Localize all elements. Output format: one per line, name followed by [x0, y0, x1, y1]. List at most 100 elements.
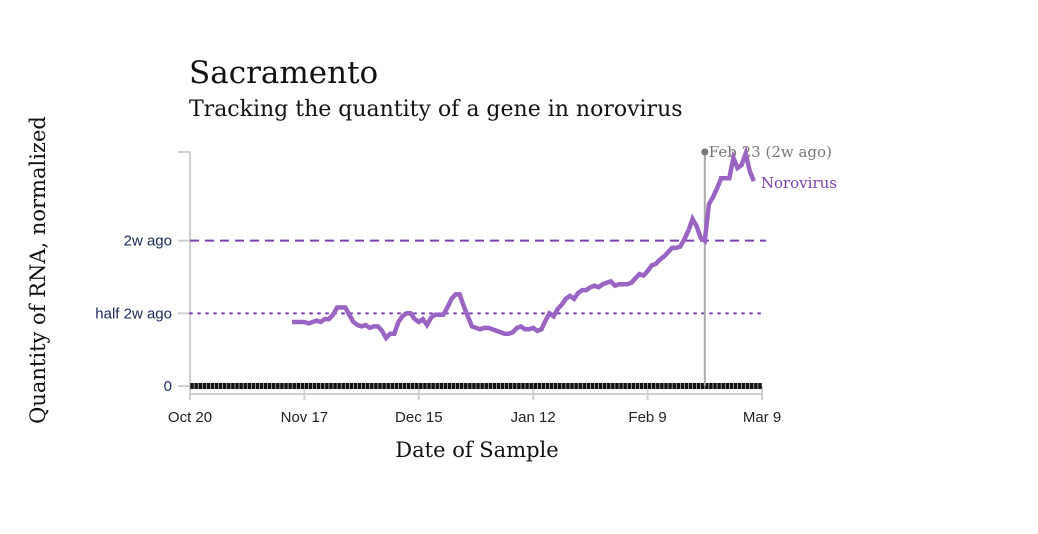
day-marker [239, 383, 243, 389]
day-marker [570, 383, 574, 389]
day-marker [222, 383, 227, 389]
day-marker [537, 383, 542, 389]
day-marker [688, 383, 693, 389]
day-marker [525, 383, 529, 389]
day-marker [243, 383, 247, 389]
day-marker [361, 383, 366, 389]
day-marker [578, 383, 582, 389]
day-marker [684, 383, 689, 389]
day-marker [492, 383, 497, 389]
day-marker [705, 383, 709, 389]
day-marker [443, 383, 448, 389]
day-marker [325, 383, 329, 389]
x-tick-label: Feb 9 [628, 409, 666, 426]
day-marker [721, 383, 725, 389]
day-marker [598, 383, 603, 389]
x-tick-label: Mar 9 [743, 409, 781, 426]
day-marker [406, 383, 411, 389]
day-marker [468, 383, 472, 389]
day-marker [701, 383, 705, 389]
day-marker [410, 383, 415, 389]
day-marker [210, 383, 215, 389]
day-marker [647, 383, 652, 389]
day-marker [758, 383, 762, 389]
day-marker [292, 383, 296, 389]
day-marker [247, 383, 251, 389]
day-marker [586, 383, 591, 389]
day-marker [729, 383, 734, 389]
day-marker [709, 383, 713, 389]
day-marker [272, 383, 276, 389]
day-marker [202, 383, 207, 389]
day-marker [312, 383, 317, 389]
day-marker [713, 383, 717, 389]
day-marker [664, 383, 668, 389]
day-marker [676, 383, 680, 389]
day-marker [517, 383, 521, 389]
day-marker [284, 383, 288, 389]
day-marker [741, 383, 746, 389]
day-marker [725, 383, 730, 389]
y-tick-label: 0 [164, 378, 172, 395]
day-marker [276, 383, 280, 389]
day-marker [745, 383, 750, 389]
day-marker [447, 383, 452, 389]
day-marker [435, 383, 439, 389]
day-marker [390, 383, 394, 389]
day-marker [259, 383, 264, 389]
y-tick-label: 2w ago [124, 233, 172, 250]
day-marker [562, 383, 566, 389]
day-marker [656, 383, 660, 389]
day-marker [263, 383, 268, 389]
day-marker [553, 383, 558, 389]
day-marker [431, 383, 435, 389]
day-marker [623, 383, 627, 389]
day-marker [365, 383, 370, 389]
day-marker [451, 383, 456, 389]
day-marker [696, 383, 701, 389]
day-marker [333, 383, 337, 389]
day-marker [615, 383, 619, 389]
day-marker [402, 383, 407, 389]
day-marker [500, 383, 505, 389]
day-marker [308, 383, 313, 389]
y-tick-label: half 2w ago [95, 305, 172, 322]
day-marker [304, 383, 309, 389]
day-marker [480, 383, 484, 389]
annotation-dot [701, 148, 709, 156]
x-tick-label: Dec 15 [395, 409, 443, 426]
day-marker [341, 383, 345, 389]
day-marker [378, 383, 382, 389]
day-marker [206, 383, 211, 389]
day-marker [582, 383, 587, 389]
day-marker [439, 383, 444, 389]
day-marker [296, 383, 301, 389]
y-axis-title: Quantity of RNA, normalized [26, 116, 50, 424]
day-marker [651, 383, 656, 389]
day-marker [251, 383, 256, 389]
day-marker [300, 383, 305, 389]
day-marker [357, 383, 362, 389]
day-marker [717, 383, 721, 389]
day-marker [370, 383, 374, 389]
day-marker [680, 383, 685, 389]
day-marker [484, 383, 488, 389]
day-marker [639, 383, 644, 389]
day-marker [382, 383, 386, 389]
day-marker [329, 383, 333, 389]
day-marker [415, 383, 419, 389]
day-marker [750, 383, 754, 389]
day-marker [316, 383, 321, 389]
day-marker [349, 383, 354, 389]
day-marker [464, 383, 468, 389]
day-marker [496, 383, 501, 389]
day-marker [194, 383, 198, 389]
x-axis: Oct 20 Nov 17 Dec 15 Jan 12 Feb 9 Mar 9 [168, 386, 781, 426]
day-marker [459, 383, 464, 389]
day-marker [235, 383, 239, 389]
y-axis: 0 half 2w ago 2w ago [95, 151, 191, 395]
x-tick-label: Nov 17 [281, 409, 329, 426]
day-markers [190, 383, 762, 389]
day-marker [423, 383, 427, 389]
day-marker [398, 383, 403, 389]
